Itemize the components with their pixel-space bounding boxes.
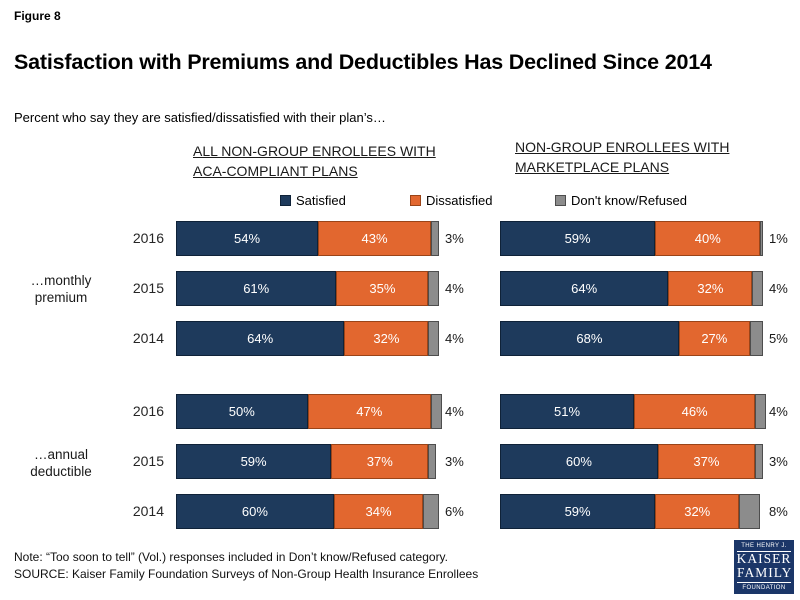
- bar-value-dont-know: 8%: [769, 504, 788, 519]
- year-label: 2014: [132, 503, 164, 519]
- panel-header-line: ALL NON-GROUP ENROLLEES WITH: [193, 143, 436, 159]
- bar-segment-dissatisfied: 40%: [655, 221, 761, 256]
- bar-row: 59% 32%: [500, 494, 761, 529]
- bar-segment-dissatisfied: 32%: [668, 271, 753, 306]
- panel-header-line: ACA-COMPLIANT PLANS: [193, 163, 358, 179]
- bar-row: 59% 37%: [176, 444, 437, 479]
- bar-segment-dont-know: [428, 271, 439, 306]
- bar-segment-satisfied: 59%: [500, 221, 656, 256]
- bar-segment-satisfied: 60%: [500, 444, 658, 479]
- bar-segment-dont-know: [755, 444, 763, 479]
- bar-segment-dont-know: [431, 221, 439, 256]
- bar-segment-satisfied: 51%: [500, 394, 635, 429]
- note-text: Note: “Too soon to tell” (Vol.) response…: [14, 550, 449, 564]
- bar-row: 60% 34%: [176, 494, 439, 529]
- bar-value-dont-know: 3%: [445, 454, 464, 469]
- figure-label: Figure 8: [14, 9, 61, 23]
- bar-value-dont-know: 3%: [769, 454, 788, 469]
- bar-value-dont-know: 3%: [445, 231, 464, 246]
- panel-header-line: MARKETPLACE PLANS: [515, 159, 670, 175]
- legend-swatch-dissatisfied-icon: [410, 195, 421, 206]
- bar-segment-satisfied: 61%: [176, 271, 337, 306]
- bar-segment-dont-know: [760, 221, 763, 256]
- bar-row: 50% 47%: [176, 394, 442, 429]
- bar-segment-dont-know: [431, 394, 442, 429]
- bar-row: 59% 40%: [500, 221, 763, 256]
- bar-segment-dissatisfied: 32%: [344, 321, 429, 356]
- panel-header-line: NON-GROUP ENROLLEES WITH: [515, 139, 730, 155]
- bar-segment-satisfied: 59%: [500, 494, 656, 529]
- year-label: 2016: [132, 403, 164, 419]
- source-text: SOURCE: Kaiser Family Foundation Surveys…: [14, 567, 479, 581]
- bar-value-dont-know: 6%: [445, 504, 464, 519]
- panel-header-marketplace: NON-GROUP ENROLLEES WITH MARKETPLACE PLA…: [515, 137, 729, 177]
- bar-segment-dissatisfied: 47%: [307, 394, 432, 429]
- legend-label: Dissatisfied: [426, 193, 493, 208]
- bar-segment-satisfied: 64%: [176, 321, 345, 356]
- bar-segment-dissatisfied: 43%: [318, 221, 432, 256]
- bar-segment-satisfied: 68%: [500, 321, 679, 356]
- page-title: Satisfaction with Premiums and Deductibl…: [14, 50, 712, 74]
- bar-segment-dont-know: [752, 271, 763, 306]
- legend-label: Don't know/Refused: [571, 193, 687, 208]
- bar-row: 61% 35%: [176, 271, 439, 306]
- bar-segment-dont-know: [755, 394, 766, 429]
- bar-segment-dissatisfied: 37%: [657, 444, 756, 479]
- bar-row: 54% 43%: [176, 221, 439, 256]
- bar-segment-satisfied: 59%: [176, 444, 332, 479]
- year-label: 2014: [132, 330, 164, 346]
- bar-value-dont-know: 4%: [769, 281, 788, 296]
- bar-row: 64% 32%: [500, 271, 763, 306]
- bar-segment-dissatisfied: 32%: [655, 494, 740, 529]
- legend-swatch-dont-know-icon: [555, 195, 566, 206]
- chart-subtitle: Percent who say they are satisfied/dissa…: [14, 110, 386, 125]
- bar-value-dont-know: 5%: [769, 331, 788, 346]
- bar-segment-dont-know: [428, 321, 439, 356]
- bar-segment-satisfied: 64%: [500, 271, 669, 306]
- kff-logo-line: FAMILY: [737, 566, 791, 583]
- bar-row: 68% 27%: [500, 321, 763, 356]
- bar-segment-dont-know: [423, 494, 439, 529]
- kff-logo: THE HENRY J. KAISER FAMILY FOUNDATION: [734, 540, 794, 594]
- bar-segment-dissatisfied: 37%: [331, 444, 429, 479]
- year-label: 2015: [132, 280, 164, 296]
- kff-logo-line: KAISER: [736, 551, 792, 566]
- bar-value-dont-know: 4%: [445, 404, 464, 419]
- bar-segment-satisfied: 60%: [176, 494, 334, 529]
- bar-value-dont-know: 4%: [445, 331, 464, 346]
- kff-logo-line: THE HENRY J.: [737, 543, 791, 552]
- legend-item-satisfied: Satisfied: [280, 193, 346, 208]
- bar-value-dont-know: 1%: [769, 231, 788, 246]
- bar-segment-dont-know: [739, 494, 761, 529]
- bar-segment-satisfied: 50%: [176, 394, 308, 429]
- bar-segment-dissatisfied: 27%: [678, 321, 750, 356]
- row-group-label-annual-deductible: …annual deductible: [30, 447, 92, 479]
- kff-logo-line: FOUNDATION: [742, 585, 786, 591]
- legend-label: Satisfied: [296, 193, 346, 208]
- bar-row: 51% 46%: [500, 394, 766, 429]
- year-label: 2016: [132, 230, 164, 246]
- bar-row: 60% 37%: [500, 444, 763, 479]
- bar-segment-dissatisfied: 35%: [336, 271, 429, 306]
- bar-segment-satisfied: 54%: [176, 221, 319, 256]
- bar-segment-dissatisfied: 34%: [333, 494, 424, 529]
- bar-row: 64% 32%: [176, 321, 439, 356]
- panel-header-aca-compliant: ALL NON-GROUP ENROLLEES WITH ACA-COMPLIA…: [193, 141, 436, 181]
- bar-segment-dont-know: [749, 321, 763, 356]
- bar-value-dont-know: 4%: [769, 404, 788, 419]
- legend-swatch-satisfied-icon: [280, 195, 291, 206]
- bar-segment-dissatisfied: 46%: [634, 394, 756, 429]
- legend-item-dissatisfied: Dissatisfied: [410, 193, 492, 208]
- year-label: 2015: [132, 453, 164, 469]
- row-group-label-monthly-premium: …monthly premium: [30, 273, 92, 305]
- bar-value-dont-know: 4%: [445, 281, 464, 296]
- legend-item-dont-know: Don't know/Refused: [555, 193, 687, 208]
- bar-segment-dont-know: [428, 444, 437, 479]
